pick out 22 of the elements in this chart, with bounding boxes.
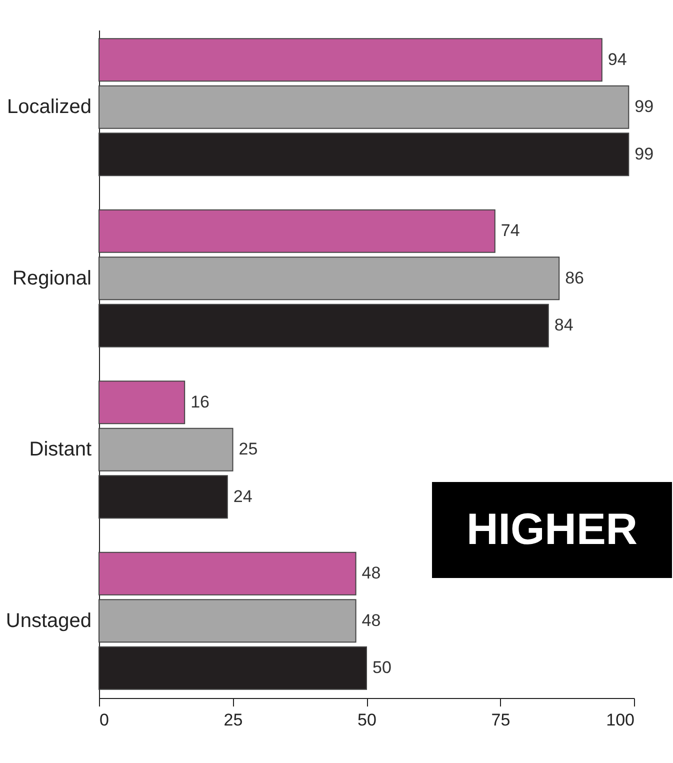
y-tick-label: Distant <box>29 438 92 461</box>
x-tick-label: 100 <box>606 710 634 730</box>
data-label: 99 <box>634 97 654 116</box>
data-label: 16 <box>190 392 210 412</box>
data-label: 94 <box>608 50 627 69</box>
x-tick-label: 0 <box>100 710 109 730</box>
data-label: 24 <box>233 486 252 506</box>
data-label: 48 <box>362 564 381 583</box>
data-label: 50 <box>372 658 392 678</box>
data-label: 99 <box>634 144 654 164</box>
data-label: 48 <box>362 610 381 630</box>
x-tick-label: 75 <box>491 710 510 730</box>
x-tick-label: 25 <box>224 710 243 730</box>
data-label: 86 <box>565 268 584 288</box>
y-tick-label: Regional <box>12 267 92 290</box>
note-box: HIGHER <box>432 482 672 578</box>
y-tick-label: Unstaged <box>6 610 92 632</box>
x-tick-label: 50 <box>358 710 376 730</box>
data-label: 84 <box>554 316 574 335</box>
data-label: 25 <box>238 440 258 459</box>
data-label: 74 <box>500 221 520 240</box>
y-tick-label: Localized <box>6 96 92 118</box>
